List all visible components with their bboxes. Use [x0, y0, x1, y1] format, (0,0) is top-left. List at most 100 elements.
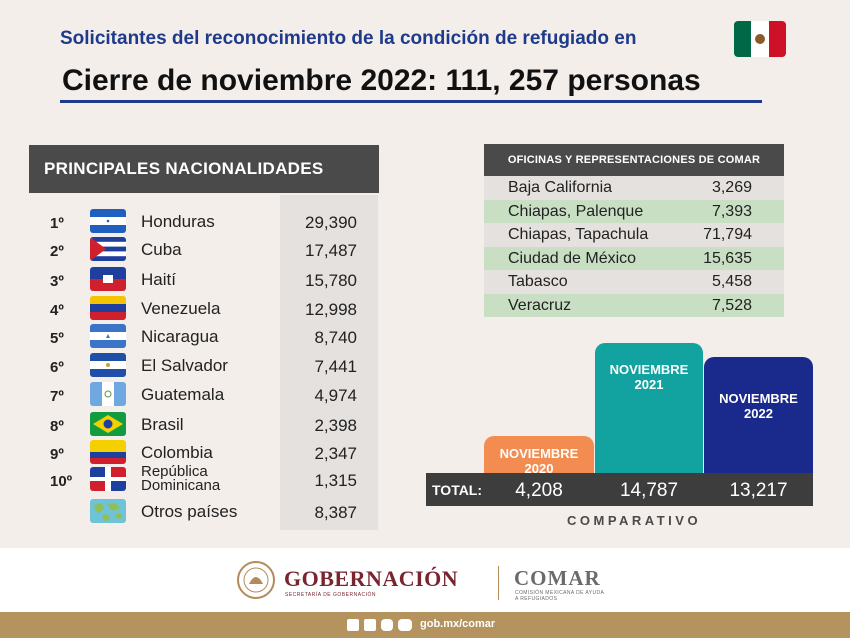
website-link[interactable]: gob.mx/comar — [420, 618, 496, 630]
office-value: 7,393 — [711, 202, 752, 220]
nationality-value: 2,398 — [314, 416, 357, 435]
chart-value-label: 13,217 — [729, 480, 788, 501]
haiti-flag — [90, 267, 126, 291]
nationality-row: 10º República Dominicana 1,315 — [40, 463, 380, 495]
office-value: 3,269 — [711, 179, 752, 196]
nationality-country: Brasil — [141, 415, 184, 434]
office-row: Chiapas, Tapachula 71,794 — [484, 223, 784, 247]
nationality-value: 17,487 — [305, 241, 357, 260]
chart-category-label: NOVIEMBRE 2022 — [719, 391, 798, 421]
nationality-value: 15,780 — [305, 271, 357, 290]
nationality-row: 4º Venezuela 12,998 — [40, 296, 380, 322]
facebook-icon[interactable] — [347, 619, 359, 631]
nationality-rank: 8º — [50, 418, 64, 435]
nationality-rank: 7º — [50, 388, 64, 405]
nationality-rank: 10º — [50, 473, 73, 490]
chart-value-label: 4,208 — [515, 480, 563, 501]
nationality-value: 12,998 — [305, 300, 357, 319]
nationality-country: El Salvador — [141, 356, 228, 375]
nationality-value: 8,740 — [314, 328, 357, 347]
subtitle: Solicitantes del reconocimiento de la co… — [60, 28, 637, 49]
nationality-rank: 3º — [50, 273, 64, 290]
nationality-rank: 5º — [50, 330, 64, 347]
office-value: 7,528 — [711, 296, 752, 314]
nationalities-value-column — [280, 195, 378, 530]
nationality-value: 29,390 — [305, 213, 357, 232]
nationality-row: 9º Colombia 2,347 — [40, 440, 380, 466]
nationality-value: 7,441 — [314, 357, 357, 376]
footer — [0, 548, 850, 612]
mexico-coat-of-arms-icon — [237, 561, 275, 599]
gobernacion-logo-text: GOBERNACIÓN — [284, 566, 459, 591]
office-row: Chiapas, Palenque 7,393 — [484, 199, 784, 223]
chart-bar: NOVIEMBRE 2021 — [595, 343, 703, 473]
nationality-rank: 4º — [50, 302, 64, 319]
headline-underline — [60, 100, 762, 103]
nationality-value: 2,347 — [314, 444, 357, 463]
brasil-flag — [90, 412, 126, 436]
office-row: Tabasco 5,458 — [484, 270, 784, 294]
nationality-country: Venezuela — [141, 299, 221, 318]
nationality-value: 8,387 — [314, 503, 357, 522]
nationality-row: 5º Nicaragua 8,740 — [40, 324, 380, 350]
nationality-row: 6º El Salvador 7,441 — [40, 353, 380, 379]
chart-value-label: 14,787 — [619, 480, 679, 501]
nationality-row: 7º Guatemala 4,974 — [40, 382, 380, 408]
venezuela-flag — [90, 296, 126, 320]
nationality-row: 3º Haití 15,780 — [40, 267, 380, 293]
nationality-value: 1,315 — [314, 471, 357, 490]
nationality-country: Otros países — [141, 502, 238, 521]
cuba-flag — [90, 237, 126, 261]
nationality-country: Honduras — [141, 212, 215, 231]
colombia-flag — [90, 440, 126, 464]
world-map-icon — [90, 499, 126, 523]
footer-divider — [498, 566, 499, 600]
office-name: Ciudad de México — [508, 249, 637, 267]
nationality-rank: 1º — [50, 215, 64, 232]
office-row: Veracruz 7,528 — [484, 293, 784, 317]
office-name: Chiapas, Palenque — [508, 202, 644, 220]
chart-bar: NOVIEMBRE 2020 — [484, 436, 594, 476]
total-bar — [426, 473, 813, 506]
office-value: 5,458 — [711, 273, 752, 290]
comar-subtitle: COMISIÓN MEXICANA DE AYUDA A REFUGIADOS — [515, 590, 604, 602]
total-label: TOTAL: — [432, 482, 483, 498]
gobernacion-subtitle: SECRETARÍA DE GOBERNACIÓN — [285, 592, 377, 598]
office-name: Chiapas, Tapachula — [508, 226, 649, 243]
office-value: 71,794 — [703, 226, 752, 243]
honduras-flag — [90, 209, 126, 233]
guatemala-flag — [90, 382, 126, 406]
chart-bar: NOVIEMBRE 2022 — [704, 357, 813, 473]
office-name: Veracruz — [508, 296, 572, 314]
nationality-country: Guatemala — [141, 385, 225, 404]
nationality-rank: 9º — [50, 446, 64, 463]
nationality-row: Otros países 8,387 — [40, 499, 380, 525]
chart-category-label: NOVIEMBRE 2021 — [609, 362, 689, 392]
bottom-strip — [0, 612, 850, 638]
nationality-country: Cuba — [141, 240, 182, 259]
twitter-icon[interactable] — [364, 619, 376, 631]
nationality-country: Haití — [141, 270, 176, 289]
nationality-country: Nicaragua — [141, 327, 219, 346]
instagram-icon[interactable] — [381, 619, 393, 631]
youtube-icon[interactable] — [398, 619, 412, 631]
nationalities-header: PRINCIPALES NACIONALIDADES — [29, 145, 379, 193]
nationality-row: 2º Cuba 17,487 — [40, 237, 380, 263]
office-row: Baja California 3,269 — [484, 176, 784, 200]
nationality-row: 1º Honduras 29,390 — [40, 209, 380, 235]
office-name: Baja California — [508, 179, 613, 196]
office-row: Ciudad de México 15,635 — [484, 246, 784, 270]
el-salvador-flag — [90, 353, 126, 377]
chart-category-label: NOVIEMBRE 2020 — [499, 446, 579, 476]
nationality-row: 8º Brasil 2,398 — [40, 412, 380, 438]
page-title: Cierre de noviembre 2022: 111, 257 perso… — [62, 64, 701, 97]
dominican-flag — [90, 467, 126, 491]
nationality-rank: 2º — [50, 243, 64, 260]
chart-title: COMPARATIVO — [567, 513, 702, 528]
nationality-value: 4,974 — [314, 386, 357, 405]
nationality-country: República Dominicana — [141, 463, 221, 495]
nationality-country: Colombia — [141, 443, 213, 462]
offices-header: OFICINAS Y REPRESENTACIONES DE COMAR — [484, 144, 784, 176]
nicaragua-flag — [90, 324, 126, 348]
mexico-flag-icon — [734, 21, 786, 57]
